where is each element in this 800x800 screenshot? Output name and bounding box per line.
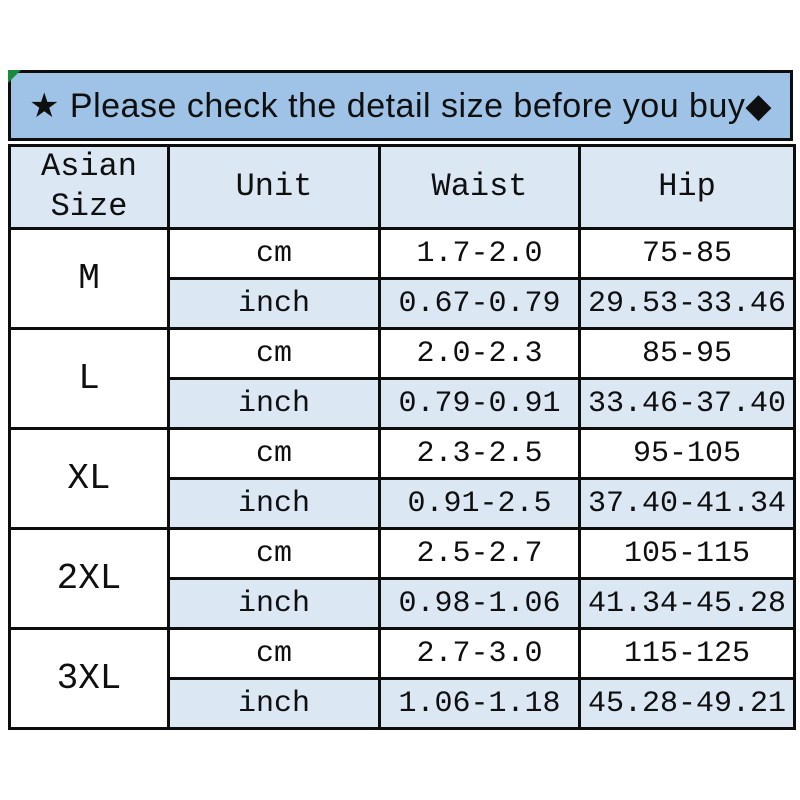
unit-cell: cm <box>167 327 381 380</box>
size-label-cell: L <box>8 327 170 430</box>
table-row: XL cm 2.3-2.5 95-105 <box>8 427 796 530</box>
header-unit: Unit <box>167 144 381 230</box>
size-label-cell: XL <box>8 427 170 530</box>
table-row: 2XL cm 2.5-2.7 105-115 <box>8 527 796 630</box>
waist-value-cell: 2.0-2.3 <box>378 327 581 380</box>
table-row: M cm 1.7-2.0 75-85 <box>8 227 796 330</box>
table-row: 3XL cm 2.7-3.0 115-125 <box>8 627 796 730</box>
size-label-cell: 2XL <box>8 527 170 630</box>
table-row: inch 0.98-1.06 41.34-45.28 <box>10 577 796 630</box>
size-label-cell: M <box>8 227 170 330</box>
hip-value-cell: 85-95 <box>578 327 796 380</box>
unit-cell: inch <box>167 377 381 430</box>
unit-cell: cm <box>167 227 381 280</box>
header-waist: Waist <box>378 144 581 230</box>
unit-cell: inch <box>167 577 381 630</box>
waist-value-cell: 2.5-2.7 <box>378 527 581 580</box>
header-asian-size: Asian Size <box>8 144 170 230</box>
waist-value-cell: 1.7-2.0 <box>378 227 581 280</box>
hip-value-cell: 45.28-49.21 <box>578 677 796 730</box>
corner-marker-icon <box>8 70 21 83</box>
unit-cell: inch <box>167 477 381 530</box>
unit-cell: cm <box>167 527 381 580</box>
hip-value-cell: 41.34-45.28 <box>578 577 796 630</box>
hip-value-cell: 75-85 <box>578 227 796 280</box>
hip-value-cell: 95-105 <box>578 427 796 480</box>
hip-value-cell: 37.40-41.34 <box>578 477 796 530</box>
waist-value-cell: 2.3-2.5 <box>378 427 581 480</box>
waist-value-cell: 2.7-3.0 <box>378 627 581 680</box>
table-row: inch 1.06-1.18 45.28-49.21 <box>10 677 796 730</box>
table-row: inch 0.79-0.91 33.46-37.40 <box>10 377 796 430</box>
table-row: inch 0.91-2.5 37.40-41.34 <box>10 477 796 530</box>
header-hip: Hip <box>578 144 796 230</box>
hip-value-cell: 115-125 <box>578 627 796 680</box>
table-row: L cm 2.0-2.3 85-95 <box>8 327 796 430</box>
waist-value-cell: 0.98-1.06 <box>378 577 581 630</box>
unit-cell: inch <box>167 277 381 330</box>
notice-text: ★ Please check the detail size before yo… <box>28 86 773 125</box>
waist-value-cell: 0.67-0.79 <box>378 277 581 330</box>
unit-cell: cm <box>167 427 381 480</box>
table-row: inch 0.67-0.79 29.53-33.46 <box>10 277 796 330</box>
notice-banner: ★ Please check the detail size before yo… <box>8 70 793 141</box>
hip-value-cell: 33.46-37.40 <box>578 377 796 430</box>
unit-cell: cm <box>167 627 381 680</box>
unit-cell: inch <box>167 677 381 730</box>
hip-value-cell: 29.53-33.46 <box>578 277 796 330</box>
waist-value-cell: 0.91-2.5 <box>378 477 581 530</box>
waist-value-cell: 1.06-1.18 <box>378 677 581 730</box>
waist-value-cell: 0.79-0.91 <box>378 377 581 430</box>
size-table: Asian Size Unit Waist Hip M cm 1.7-2.0 7… <box>8 144 796 730</box>
size-label-cell: 3XL <box>8 627 170 730</box>
header-row: Asian Size Unit Waist Hip <box>8 144 796 230</box>
hip-value-cell: 105-115 <box>578 527 796 580</box>
